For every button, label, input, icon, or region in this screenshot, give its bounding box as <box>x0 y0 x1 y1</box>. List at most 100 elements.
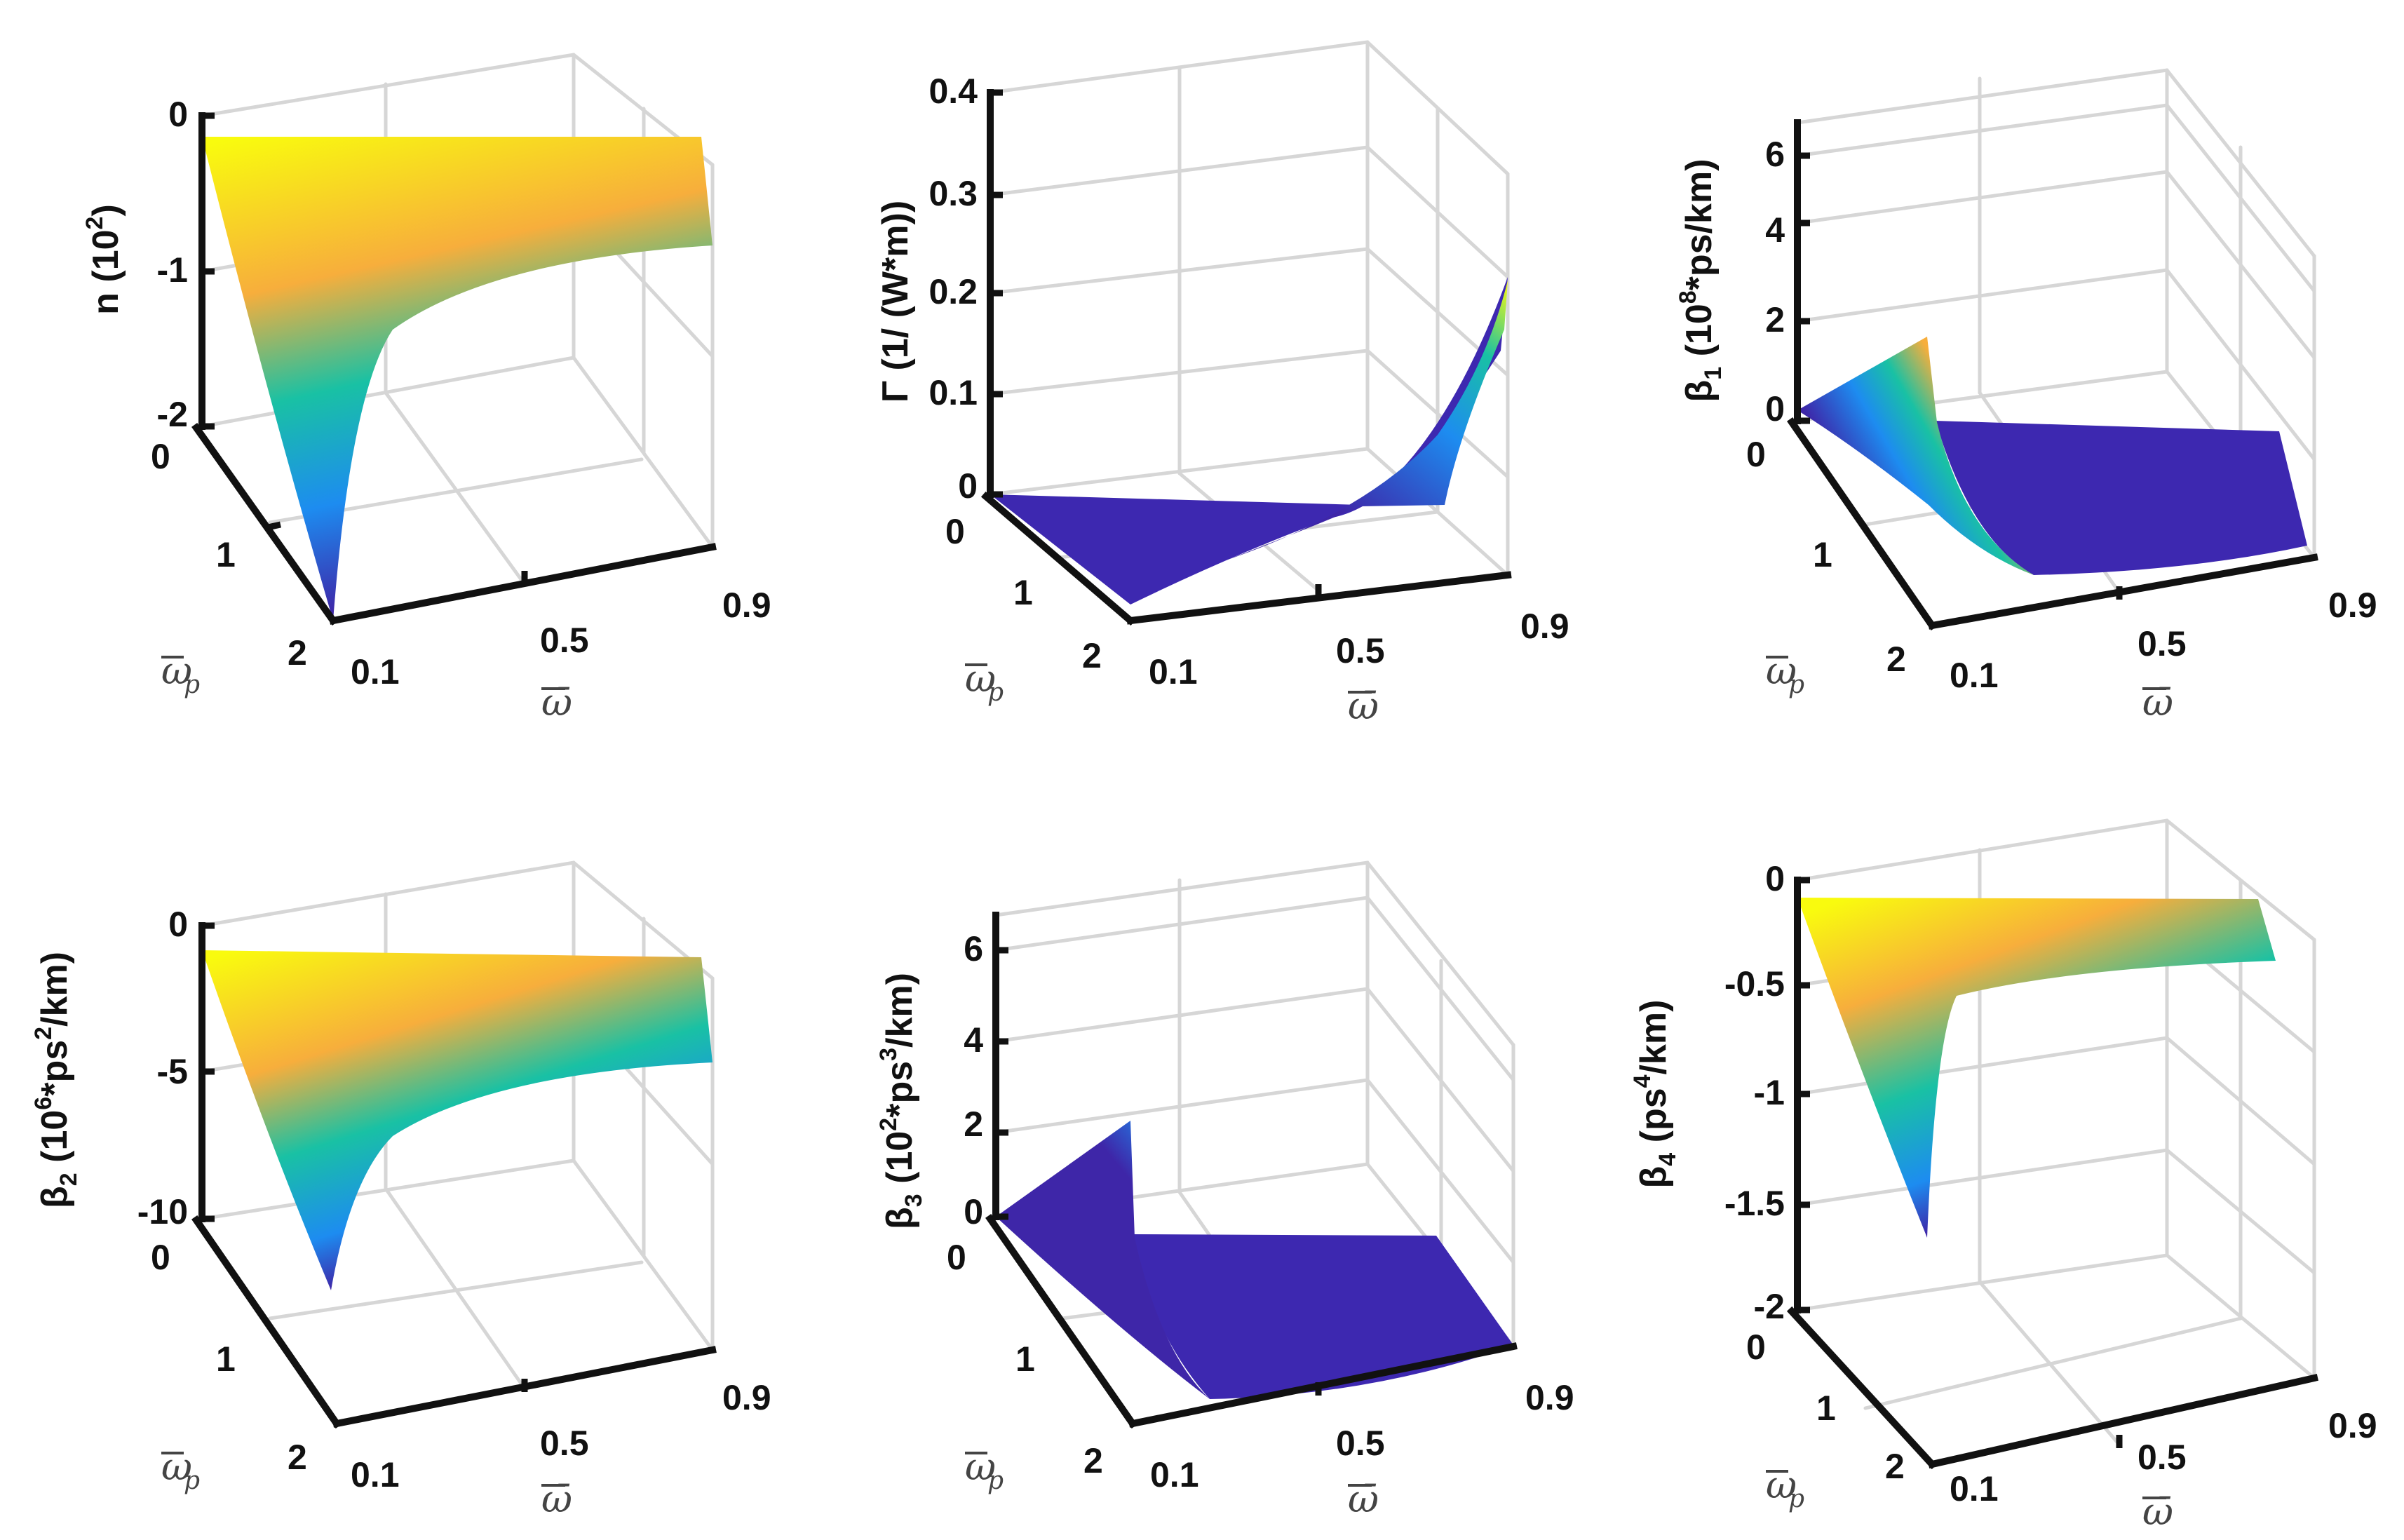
panel-gamma-xtick-0: 0.1 <box>1149 652 1198 691</box>
panel-gamma-ytick-0: 0 <box>945 512 965 551</box>
panel-beta1-ztick-2: 4 <box>1765 210 1785 250</box>
panel-beta3-xlabel: ω̄ <box>1348 1477 1379 1521</box>
panel-gamma-ztick-2: 0.2 <box>928 272 978 311</box>
panel-beta3-peak <box>996 1121 1210 1399</box>
panel-gamma-surface-rise <box>1224 281 1508 561</box>
panel-beta4-ytick-1: 1 <box>1816 1389 1836 1428</box>
panel-beta4-xtick-2: 0.9 <box>2328 1406 2377 1445</box>
panel-beta2-ztick-2: -10 <box>137 1192 188 1231</box>
panel-n-ytick-0: 0 <box>151 437 170 476</box>
panel-beta2-ztick-0: 0 <box>168 905 188 944</box>
panel-beta2-xtick-2: 0.9 <box>722 1378 771 1417</box>
panel-beta1-ylabel: ωp <box>1766 649 1804 699</box>
panel-beta2-ytick-0: 0 <box>151 1238 170 1277</box>
panel-beta2-ytick-2: 2 <box>288 1438 307 1477</box>
panel-beta4-surface <box>1797 898 2276 1238</box>
panel-beta3-ytick-0: 0 <box>947 1238 966 1277</box>
panel-beta3-xtick-2: 0.9 <box>1525 1378 1574 1417</box>
panel-beta3-xtick-1: 0.5 <box>1336 1424 1385 1463</box>
panel-beta1: 0 2 4 6 0 1 2 0.1 0.5 0.9 β1 (108*ps/km)… <box>1675 68 2377 724</box>
panel-beta1-xtick-2: 0.9 <box>2328 586 2377 625</box>
panel-gamma-ylabel: ωp <box>965 656 1004 707</box>
panel-beta2-ytick-1: 1 <box>216 1339 236 1379</box>
panel-beta1-xtick-0: 0.1 <box>1950 656 1999 695</box>
panel-n-ztick-1: -1 <box>157 250 188 290</box>
panel-beta1-ytick-2: 2 <box>1886 640 1906 679</box>
panel-beta1-peak <box>1797 337 2034 575</box>
panel-n-ytick-1: 1 <box>216 535 236 574</box>
svg-text:p: p <box>987 678 1004 707</box>
panel-beta1-ytick-0: 0 <box>1746 435 1766 474</box>
panel-gamma-zlabel: Γ (1/ (W*m)) <box>875 201 916 403</box>
panel-gamma-ticks: 0.4 0.3 0.2 0.1 0 0 1 2 0.1 0.5 0.9 <box>928 72 1569 691</box>
panel-beta3-ztick-3: 6 <box>964 929 983 968</box>
panel-n-ztick-2: -2 <box>157 395 188 434</box>
panel-beta3-ytick-1: 1 <box>1015 1339 1035 1379</box>
panel-n-surface <box>202 137 713 621</box>
panel-beta4-ticks: 0 -0.5 -1 -1.5 -2 0 1 2 0.1 0.5 0.9 <box>1724 859 2377 1508</box>
panel-beta2-xtick-0: 0.1 <box>351 1455 400 1494</box>
panel-n-xtick-2: 0.9 <box>722 586 771 625</box>
svg-text:ω: ω <box>1766 1463 1797 1507</box>
svg-text:p: p <box>1788 1485 1804 1513</box>
svg-text:ω̄: ω̄ <box>1348 684 1379 728</box>
svg-text:ω̄: ω̄ <box>541 680 572 724</box>
panel-gamma-ztick-1: 0.1 <box>928 373 978 412</box>
panel-beta1-ztick-3: 6 <box>1765 135 1785 174</box>
panel-beta3-xtick-0: 0.1 <box>1150 1455 1199 1494</box>
panel-beta2-xtick-1: 0.5 <box>540 1424 589 1463</box>
svg-text:ω: ω <box>161 1445 192 1489</box>
panel-beta4-xtick-0: 0.1 <box>1950 1469 1999 1508</box>
panel-gamma-surface <box>990 277 1508 604</box>
panel-n-ytick-2: 2 <box>288 633 307 673</box>
panel-n-ylabel: ωp <box>161 649 200 699</box>
panel-beta4-xlabel: ω̄ <box>2142 1490 2173 1534</box>
panel-n-xtick-0: 0.1 <box>351 652 400 691</box>
svg-text:ω̄: ω̄ <box>1348 1477 1379 1521</box>
svg-text:p: p <box>1788 670 1804 699</box>
panel-beta4: 0 -0.5 -1 -1.5 -2 0 1 2 0.1 0.5 0.9 β4 (… <box>1629 818 2377 1534</box>
panel-beta1-ytick-1: 1 <box>1813 535 1832 574</box>
panel-n: 0 -1 -2 0 1 2 0.1 0.5 0.9 n (102) ω̄ ωp <box>81 53 771 724</box>
panel-beta1-xlabel: ω̄ <box>2142 680 2173 724</box>
panel-beta3-ytick-2: 2 <box>1083 1441 1103 1480</box>
panel-beta2-ylabel: ωp <box>161 1445 200 1495</box>
panel-n-xlabel: ω̄ <box>541 680 572 724</box>
panel-gamma-ztick-3: 0.3 <box>928 174 978 213</box>
panel-beta2-xlabel: ω̄ <box>541 1477 572 1521</box>
panel-beta4-ytick-2: 2 <box>1885 1447 1905 1486</box>
panel-gamma-xtick-1: 0.5 <box>1336 631 1385 670</box>
panel-beta3-plateau <box>1133 1234 1513 1399</box>
panel-beta3-zlabel: β3 (102*ps3/km) <box>875 973 927 1229</box>
panel-beta1-axes <box>1787 119 2318 630</box>
panel-n-zlabel: n (102) <box>81 204 126 315</box>
panel-beta1-plateau <box>1936 421 2307 575</box>
panel-beta4-ylabel: ωp <box>1766 1463 1804 1513</box>
panel-beta2-surface <box>202 950 713 1290</box>
panel-beta3-ztick-2: 4 <box>964 1020 983 1060</box>
svg-text:p: p <box>184 1466 200 1495</box>
panel-gamma-ztick-4: 0.4 <box>928 72 978 111</box>
panel-beta3-ticks: 0 2 4 6 0 1 2 0.1 0.5 0.9 <box>947 929 1574 1494</box>
panel-gamma-ztick-0: 0 <box>958 466 978 506</box>
panel-beta3-ztick-0: 0 <box>964 1192 983 1231</box>
panel-beta4-ztick-4: -2 <box>1754 1287 1785 1326</box>
panel-beta4-xtick-1: 0.5 <box>2138 1438 2187 1477</box>
panel-beta2-ztick-1: -5 <box>157 1052 188 1091</box>
panel-beta1-ztick-0: 0 <box>1765 389 1785 428</box>
svg-text:ω: ω <box>965 1445 996 1489</box>
panel-gamma-ytick-2: 2 <box>1082 636 1102 675</box>
panel-beta1-ztick-1: 2 <box>1765 300 1785 339</box>
panel-gamma: 0.4 0.3 0.2 0.1 0 0 1 2 0.1 0.5 0.9 Γ (1… <box>875 40 1569 728</box>
svg-text:ω: ω <box>161 649 192 693</box>
panel-beta2: 0 -5 -10 0 1 2 0.1 0.5 0.9 β2 (106*ps2/k… <box>30 860 771 1521</box>
panel-gamma-ytick-1: 1 <box>1013 573 1033 612</box>
panel-beta4-ztick-0: 0 <box>1765 859 1785 898</box>
svg-text:p: p <box>184 670 200 699</box>
panel-beta2-ticks: 0 -5 -10 0 1 2 0.1 0.5 0.9 <box>137 905 771 1494</box>
panel-gamma-xtick-2: 0.9 <box>1520 607 1569 646</box>
panel-gamma-xlabel: ω̄ <box>1348 684 1379 728</box>
panel-n-ztick-0: 0 <box>168 95 188 134</box>
panel-beta1-xtick-1: 0.5 <box>2138 624 2187 663</box>
